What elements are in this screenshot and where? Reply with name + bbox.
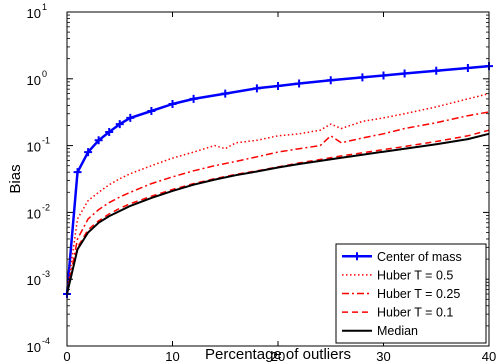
data-point-marker [252,84,261,93]
legend: Center of mass Huber T = 0.5 Huber T = 0.2… [335,243,487,344]
y-tick-base: 10 [27,73,41,88]
x-tick-label: 40 [482,349,496,364]
data-point-marker [115,120,124,129]
data-point-marker [379,71,388,80]
y-tick-label: 10 -1 [27,136,50,155]
data-point-marker [73,168,82,177]
data-point-marker [105,127,114,136]
series-line [66,132,490,295]
y-tick-exponent: -2 [42,202,50,212]
data-point-marker [358,73,367,82]
x-tick-label: 30 [376,349,390,364]
y-tick-exponent: -4 [42,336,50,346]
y-tick-base: 10 [27,340,41,355]
data-point-marker [168,99,177,108]
data-point-marker [189,94,198,103]
series-median [66,132,490,295]
legend-item: Center of mass [342,250,462,264]
y-tick-label: 10 -2 [27,202,50,221]
y-axis-label: Bias [7,164,24,193]
x-axis-label: Percentage of outliers [205,346,351,363]
legend-item: Huber T = 0.25 [342,287,460,301]
legend-label: Huber T = 0.1 [377,306,453,320]
y-tick-label: 10 1 [27,2,47,21]
legend-label: Center of mass [377,250,462,264]
y-tick-exponent: -1 [42,136,50,146]
series-line [66,129,490,295]
x-tick-label: 0 [63,349,70,364]
y-tick-base: 10 [27,140,41,155]
data-point-marker [295,79,304,88]
y-tick-base: 10 [27,273,41,288]
y-tick-base: 10 [27,206,41,221]
legend-item: Huber T = 0.5 [342,268,453,282]
legend-item: Huber T = 0.1 [342,306,453,320]
data-point-marker [84,148,93,157]
y-tick-base: 10 [27,6,41,21]
data-point-marker [326,76,335,85]
data-point-marker [221,89,230,98]
x-tick-label: 10 [165,349,179,364]
legend-label: Huber T = 0.5 [377,268,453,282]
data-point-marker [94,136,103,145]
y-tick-exponent: 1 [42,2,47,12]
data-point-marker [274,82,282,91]
data-point-marker [463,64,472,73]
data-point-marker [400,69,409,78]
y-tick-label: 10 -3 [27,269,50,288]
legend-label: Median [377,324,418,338]
legend-marker [353,252,361,261]
data-point-marker [147,106,156,115]
y-tick-exponent: -3 [42,269,50,279]
series-huber-t-0-1 [66,129,490,295]
legend-item: Median [342,324,418,338]
y-tick-label: 10 0 [27,69,47,88]
y-tick-exponent: 0 [42,69,47,79]
x-tick-label: 20 [271,349,285,364]
data-point-marker [432,66,441,75]
legend-label: Huber T = 0.25 [377,287,460,301]
series-layer [63,62,493,299]
data-point-marker [126,113,135,122]
y-tick-label: 10 -4 [27,336,50,355]
